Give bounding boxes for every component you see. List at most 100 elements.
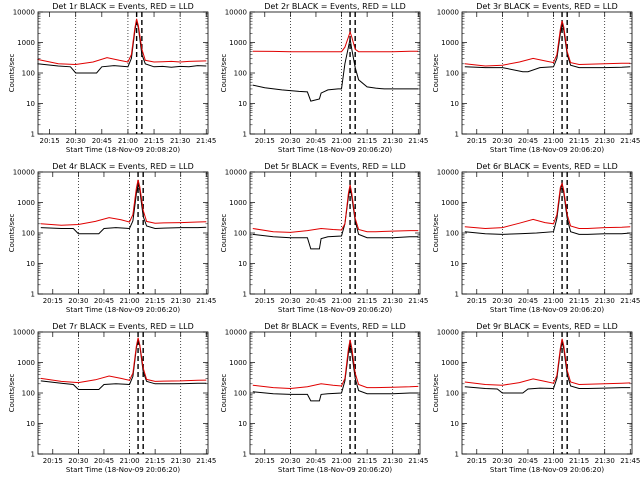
series-line-red [40,337,207,384]
plot-frame [37,171,209,295]
y-tick-label: 1000 [441,199,459,207]
y-axis-label: Counts/sec [432,374,440,413]
x-axis-label: Start Time (18-Nov-09 20:06:20) [278,306,392,314]
x-tick-label: 21:45 [196,457,216,465]
x-tick-label: 21:00 [543,137,563,145]
y-tick-label: 10 [238,420,247,428]
series-line-red [40,179,207,226]
x-tick-label: 21:15 [357,297,377,305]
y-tick-label: 1000 [229,359,247,367]
y-tick-label: 100 [234,230,247,238]
series-line-black [464,342,631,394]
y-tick-label: 10 [26,260,35,268]
x-tick-label: 21:15 [569,297,589,305]
y-axis-label: Counts/sec [220,214,228,253]
x-tick-label: 20:45 [518,297,538,305]
y-tick-label: 1 [243,451,247,459]
y-tick-label: 10 [26,420,35,428]
x-tick-label: 20:15 [255,137,275,145]
series-line-red [252,30,419,53]
series-line-black [464,23,631,73]
y-axis-label: Counts/sec [220,54,228,93]
x-tick-label: 21:30 [595,137,615,145]
panel-5: Det 5r BLACK = Events, RED = LLD 1 10 100 10… [220,162,428,314]
plot-frame [37,11,209,135]
x-tick-label: 20:15 [43,457,63,465]
x-tick-label: 20:45 [94,297,114,305]
y-tick-label: 10 [26,100,35,108]
panel-title: Det 9r BLACK = Events, RED = LLD [476,322,618,331]
x-tick-label: 20:30 [68,297,88,305]
y-tick-label: 10 [238,260,247,268]
x-tick-label: 21:30 [595,297,615,305]
y-tick-label: 10000 [13,329,35,337]
y-tick-label: 1 [31,291,35,299]
x-tick-label: 20:45 [92,137,112,145]
y-tick-label: 1000 [441,359,459,367]
panel-title: Det 3r BLACK = Events, RED = LLD [476,2,618,11]
series-line-red [464,338,631,386]
y-axis-label: Counts/sec [432,54,440,93]
y-tick-label: 100 [22,390,35,398]
y-tick-label: 100 [22,230,35,238]
x-tick-label: 21:15 [569,457,589,465]
y-tick-label: 100 [22,70,35,78]
y-tick-label: 1 [243,291,247,299]
x-tick-label: 21:30 [171,457,191,465]
panel-2: Det 2r BLACK = Events, RED = LLD 1 10 100 10… [220,2,428,154]
series-line-black [252,38,419,102]
y-tick-label: 100 [446,390,459,398]
x-tick-label: 21:00 [331,297,351,305]
y-tick-label: 10000 [225,9,247,17]
x-tick-label: 20:30 [280,457,300,465]
series-line-red [464,20,631,67]
x-tick-label: 20:45 [94,457,114,465]
x-tick-label: 21:00 [118,137,138,145]
x-tick-label: 21:45 [408,457,428,465]
x-axis-label: Start Time (18-Nov-09 20:06:20) [66,306,180,314]
x-tick-label: 20:30 [280,297,300,305]
panel-7: Det 7r BLACK = Events, RED = LLD 1 10 100 10… [8,322,216,474]
series-line-red [252,339,419,390]
panel-title: Det 4r BLACK = Events, RED = LLD [52,162,194,171]
x-tick-label: 20:30 [492,457,512,465]
panel-9: Det 9r BLACK = Events, RED = LLD 1 10 100 10… [432,322,640,474]
x-tick-label: 21:15 [569,137,589,145]
y-tick-label: 10 [450,420,459,428]
x-tick-label: 21:45 [196,137,216,145]
x-tick-label: 21:15 [145,457,165,465]
series-line-black [252,187,419,250]
x-tick-label: 21:15 [144,137,164,145]
y-tick-label: 10 [450,100,459,108]
plot-frame [461,11,633,135]
panel-8: Det 8r BLACK = Events, RED = LLD 1 10 100 10… [220,322,428,474]
y-tick-label: 1000 [17,199,35,207]
y-tick-label: 1 [31,131,35,139]
x-axis-label: Start Time (18-Nov-09 20:08:20) [66,146,180,154]
y-tick-label: 100 [446,230,459,238]
y-tick-label: 1 [455,451,459,459]
plot-frame [249,171,421,295]
panel-4: Det 4r BLACK = Events, RED = LLD 1 10 100 10… [8,162,216,314]
x-axis-label: Start Time (18-Nov-09 20:06:20) [490,466,604,474]
series-line-red [252,184,419,233]
x-tick-label: 20:15 [467,297,487,305]
panel-3: Det 3r BLACK = Events, RED = LLD 1 10 100 10… [432,2,640,154]
panel-title: Det 1r BLACK = Events, RED = LLD [52,2,194,11]
panel-title: Det 8r BLACK = Events, RED = LLD [264,322,406,331]
panel-6: Det 6r BLACK = Events, RED = LLD 1 10 100 10… [432,162,640,314]
x-tick-label: 21:45 [408,137,428,145]
panel-title: Det 5r BLACK = Events, RED = LLD [264,162,406,171]
x-tick-label: 21:45 [196,297,216,305]
x-tick-label: 20:15 [255,297,275,305]
x-tick-label: 21:00 [543,297,563,305]
x-tick-label: 21:15 [357,457,377,465]
x-tick-label: 20:45 [518,457,538,465]
plot-frame [249,11,421,135]
x-tick-label: 20:30 [492,137,512,145]
x-axis-label: Start Time (18-Nov-09 20:06:20) [490,306,604,314]
y-tick-label: 10000 [437,169,459,177]
y-tick-label: 1 [243,131,247,139]
